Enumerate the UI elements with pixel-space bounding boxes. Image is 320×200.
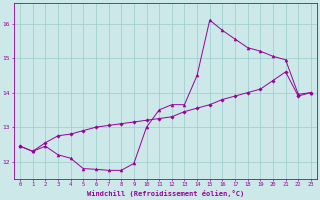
X-axis label: Windchill (Refroidissement éolien,°C): Windchill (Refroidissement éolien,°C): [87, 190, 244, 197]
